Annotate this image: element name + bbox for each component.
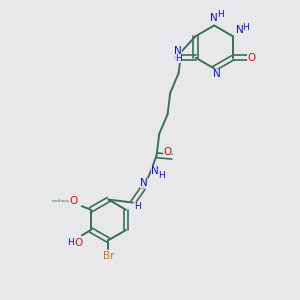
Text: H: H — [175, 54, 181, 63]
Text: N: N — [174, 46, 182, 56]
Text: methoxy: methoxy — [52, 199, 70, 203]
Text: O: O — [247, 53, 256, 63]
Text: H: H — [134, 202, 140, 211]
Text: H: H — [218, 10, 224, 19]
Text: N: N — [213, 69, 221, 79]
Text: O: O — [164, 147, 172, 157]
Text: O: O — [75, 238, 83, 248]
Text: Br: Br — [103, 251, 114, 261]
Text: N: N — [236, 25, 243, 35]
Text: N: N — [151, 166, 159, 176]
Text: N: N — [210, 13, 218, 23]
Text: H: H — [243, 23, 249, 32]
Text: O: O — [69, 196, 78, 206]
Text: H: H — [67, 238, 74, 247]
Text: H: H — [158, 171, 165, 180]
Text: N: N — [140, 178, 148, 188]
Text: O: O — [173, 53, 181, 63]
